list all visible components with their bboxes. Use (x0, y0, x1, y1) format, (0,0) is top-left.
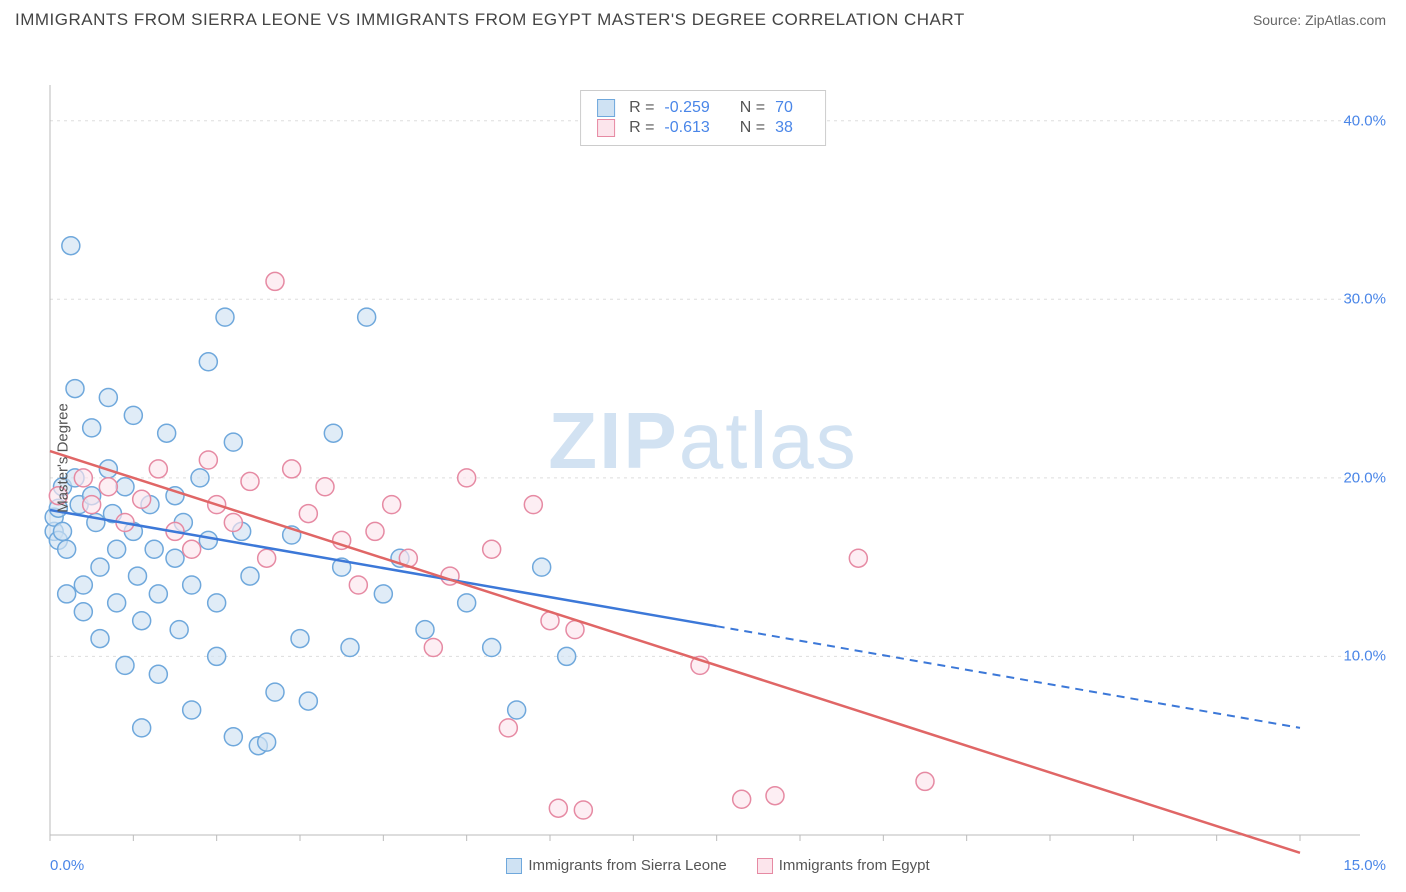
scatter-chart (0, 35, 1406, 880)
y-tick-label: 10.0% (1343, 648, 1386, 665)
stat-r-value: -0.613 (664, 119, 709, 137)
stat-r-label: R = (629, 119, 654, 137)
y-tick-label: 30.0% (1343, 291, 1386, 308)
legend-swatch (597, 99, 615, 117)
legend-swatch (757, 858, 773, 874)
stat-r-value: -0.259 (664, 99, 709, 117)
stat-n-value: 70 (775, 99, 793, 117)
y-tick-label: 20.0% (1343, 469, 1386, 486)
stats-row-sierra_leone: R = -0.259 N = 70 (597, 99, 809, 117)
source-link[interactable]: ZipAtlas.com (1305, 12, 1386, 28)
legend-swatch (597, 119, 615, 137)
stat-n-value: 38 (775, 119, 793, 137)
y-axis-label: Master's Degree (54, 403, 71, 513)
legend-swatch (506, 858, 522, 874)
series-legend: Immigrants from Sierra Leone Immigrants f… (0, 857, 1406, 874)
legend-label-sierra_leone: Immigrants from Sierra Leone (528, 857, 726, 874)
stat-n-label: N = (740, 119, 765, 137)
stat-n-label: N = (740, 99, 765, 117)
stats-legend: R = -0.259 N = 70 R = -0.613 N = 38 (580, 90, 826, 146)
source-label: Source: ZipAtlas.com (1253, 12, 1386, 28)
chart-container: ZIPatlas Master's Degree 0.0% 15.0% 10.0… (0, 35, 1406, 880)
stat-r-label: R = (629, 99, 654, 117)
source-prefix: Source: (1253, 12, 1305, 28)
stats-row-egypt: R = -0.613 N = 38 (597, 119, 809, 137)
legend-label-egypt: Immigrants from Egypt (779, 857, 930, 874)
chart-title: IMMIGRANTS FROM SIERRA LEONE VS IMMIGRAN… (15, 10, 965, 30)
y-tick-label: 40.0% (1343, 112, 1386, 129)
